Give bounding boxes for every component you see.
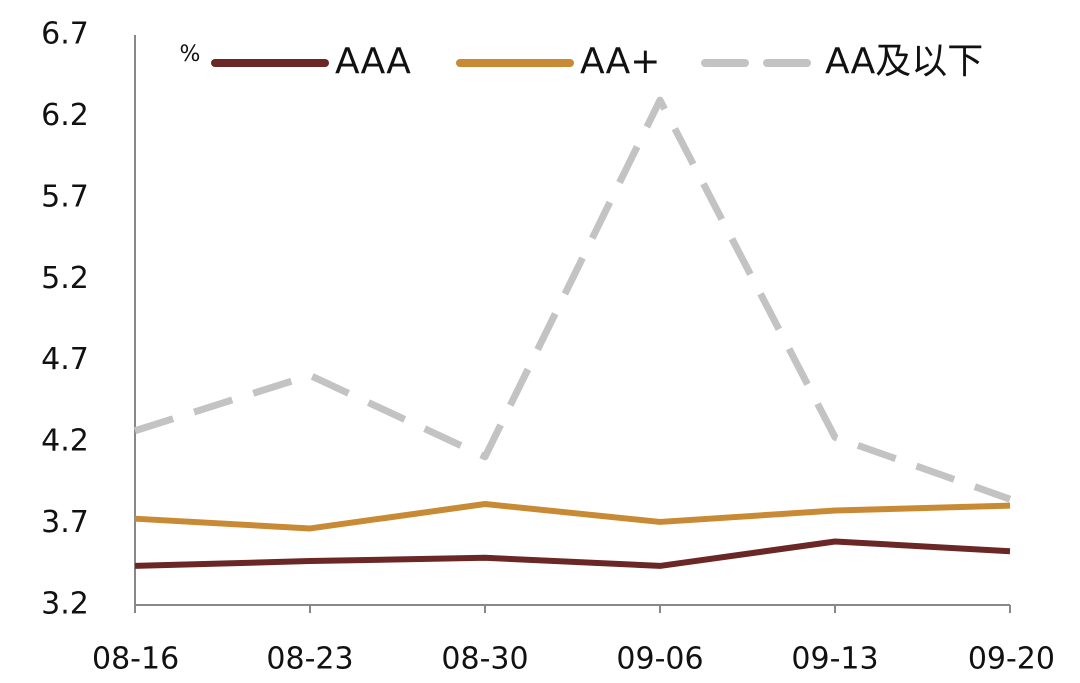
y-tick-label: 4.2 [41,424,89,459]
x-tick-label: 08-23 [266,642,353,677]
y-unit-label: % [180,42,201,67]
y-tick-label: 4.7 [41,342,89,377]
x-tick-label: 08-30 [441,642,528,677]
legend-label: AA+ [580,41,660,82]
legend-label: AAA [335,41,411,82]
x-tick-label: 09-20 [968,642,1055,677]
series-line [133,96,1012,503]
series-line [134,538,1011,569]
y-tick-label: 3.2 [41,587,89,622]
y-tick-label: 5.7 [41,179,89,214]
x-tick-label: 08-16 [92,642,179,677]
legend-label: AA及以下 [825,41,983,82]
y-tick-label: 3.7 [41,505,89,540]
series-line [134,501,1011,532]
y-tick-label: 6.2 [41,98,89,133]
y-tick-label: 6.7 [41,17,89,52]
x-tick-label: 09-06 [616,642,703,677]
y-tick-label: 5.2 [41,261,89,296]
x-tick-label: 09-13 [791,642,878,677]
